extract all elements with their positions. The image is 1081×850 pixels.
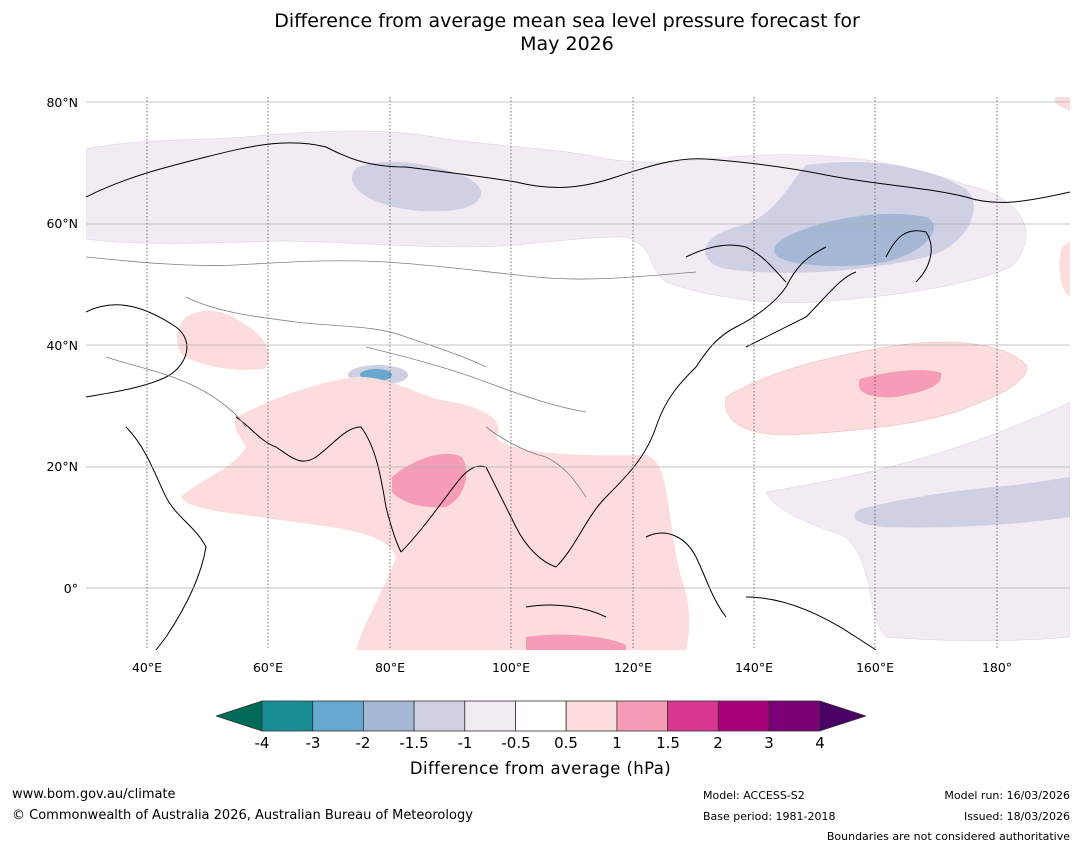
- colorbar-tick: -1.5: [399, 734, 429, 752]
- footer-base-period: Base period: 1981-2018: [703, 810, 836, 823]
- colorbar-over-extend: [819, 700, 866, 732]
- colorbar-tick: 2: [713, 734, 723, 752]
- anomaly-region-tropical-pacific-low: [854, 477, 1070, 528]
- footer-issued: Issued: 18/03/2026: [963, 810, 1070, 823]
- footer-model: Model: ACCESS-S2: [703, 789, 805, 802]
- colorbar-tick: -2: [355, 734, 371, 752]
- colorbar-tick: 3: [764, 734, 774, 752]
- lon-label-180: 180°: [981, 660, 1013, 675]
- footer-url[interactable]: www.bom.gov.au/climate: [12, 787, 176, 802]
- colorbar-swatch: [413, 700, 466, 732]
- anomaly-region-indonesia-core: [526, 634, 626, 650]
- footer-copyright: © Commonwealth of Australia 2026, Austra…: [12, 808, 473, 823]
- anomaly-region-far-pacific-high: [1054, 97, 1070, 297]
- colorbar-swatch: [464, 700, 516, 732]
- footer-model-run: Model run: 16/03/2026: [944, 789, 1070, 802]
- colorbar-tick: -4: [254, 734, 270, 752]
- colorbar-under-extend: [216, 700, 263, 732]
- colorbar: [216, 700, 866, 732]
- colorbar-tick: 1.5: [656, 734, 680, 752]
- colorbar-tick: -1: [457, 734, 473, 752]
- lon-label-80e: 80°E: [374, 660, 406, 675]
- anomaly-region-okhotsk-core: [774, 213, 934, 267]
- title-line-2: May 2026: [520, 33, 614, 55]
- lon-label-60e: 60°E: [252, 660, 284, 675]
- lon-label-160e: 160°E: [855, 660, 894, 675]
- meridians: [146, 97, 998, 650]
- colorbar-tick: 0.5: [554, 734, 578, 752]
- colorbar-label: Difference from average (hPa): [409, 759, 672, 778]
- lat-label-0: 0°: [63, 581, 78, 596]
- lat-label-20n: 20°N: [46, 459, 78, 474]
- colorbar-tick: 1: [612, 734, 622, 752]
- lon-label-140e: 140°E: [734, 660, 773, 675]
- anomaly-region-caspian-high: [177, 310, 270, 370]
- colorbar-swatch: [616, 700, 668, 732]
- colorbar-swatch: [362, 700, 415, 732]
- colorbar-swatch: [312, 700, 364, 732]
- colorbar-swatch: [565, 700, 618, 732]
- lat-label-40n: 40°N: [46, 338, 78, 353]
- colorbar-tick: -0.5: [501, 734, 531, 752]
- gridlines: [86, 101, 1070, 589]
- footer-disclaimer: Boundaries are not considered authoritat…: [826, 830, 1070, 843]
- lon-label-100e: 100°E: [491, 660, 530, 675]
- colorbar-swatch: [667, 700, 719, 732]
- colorbar-tick: -3: [305, 734, 321, 752]
- country-borders: [86, 256, 697, 498]
- colorbar-swatch: [717, 700, 770, 732]
- lon-label-120e: 120°E: [613, 660, 652, 675]
- title-line-1: Difference from average mean sea level p…: [274, 10, 860, 32]
- pressure-anomaly-map: [86, 97, 1070, 650]
- lon-label-40e: 40°E: [131, 660, 163, 675]
- colorbar-swatch: [768, 700, 821, 732]
- lat-label-60n: 60°N: [46, 216, 78, 231]
- colorbar-swatch: [515, 700, 567, 732]
- chart-title: Difference from average mean sea level p…: [0, 10, 1081, 56]
- anomaly-region-south-asia-high: [181, 376, 690, 650]
- anomaly-region-pacific-core: [858, 370, 942, 398]
- anomaly-region-siberia-low: [351, 161, 482, 212]
- lat-label-80n: 80°N: [46, 95, 78, 110]
- colorbar-tick: 4: [815, 734, 825, 752]
- colorbar-swatch: [261, 700, 314, 732]
